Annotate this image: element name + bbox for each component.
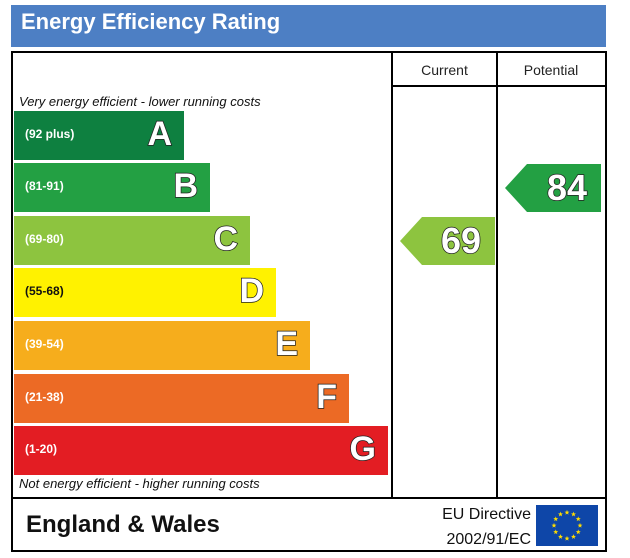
eu-star-icon bbox=[564, 509, 570, 515]
eu-star-icon bbox=[551, 522, 557, 528]
potential-arrow-shape bbox=[505, 164, 601, 212]
band-d: (55-68) D bbox=[14, 268, 276, 317]
band-letter: B bbox=[173, 166, 199, 206]
current-rating-arrow: 69 bbox=[400, 217, 495, 265]
eu-star-icon bbox=[558, 511, 563, 517]
column-current-header: Current bbox=[421, 62, 468, 78]
band-letter: D bbox=[239, 271, 265, 311]
eu-star-icon bbox=[564, 535, 570, 541]
potential-rating-arrow: 84 bbox=[505, 164, 601, 212]
band-letter: G bbox=[349, 429, 377, 469]
band-range-label: (1-20) bbox=[25, 442, 58, 456]
eu-star-icon bbox=[553, 516, 559, 522]
eu-star-icon bbox=[553, 529, 559, 535]
band-range-label: (55-68) bbox=[25, 284, 64, 298]
eu-star-icon bbox=[571, 534, 576, 539]
divider-current bbox=[391, 51, 393, 499]
band-letter: C bbox=[213, 219, 239, 259]
band-b: (81-91) B bbox=[14, 163, 210, 212]
band-g: (1-20) G bbox=[14, 426, 388, 475]
title-bar bbox=[11, 5, 606, 47]
band-range-label: (21-38) bbox=[25, 390, 64, 404]
band-letter: F bbox=[315, 377, 337, 417]
note-inefficient: Not energy efficient - higher running co… bbox=[19, 476, 260, 491]
eu-stars bbox=[551, 509, 583, 541]
directive-line-1: EU Directive bbox=[442, 506, 531, 523]
header-divider bbox=[391, 85, 605, 87]
eu-star-icon bbox=[577, 522, 583, 528]
eu-star-icon bbox=[575, 529, 581, 535]
column-potential-header: Potential bbox=[523, 62, 579, 78]
band-letter: A bbox=[147, 114, 173, 154]
band-range-label: (92 plus) bbox=[25, 127, 75, 141]
eu-star-icon bbox=[575, 516, 581, 522]
band-a: (92 plus) A bbox=[14, 111, 184, 160]
band-c: (69-80) C bbox=[14, 216, 250, 265]
band-e: (39-54) E bbox=[14, 321, 310, 370]
divider-potential bbox=[496, 51, 498, 499]
eu-flag-icon bbox=[536, 505, 598, 546]
current-arrow-shape bbox=[400, 217, 495, 265]
band-range-label: (39-54) bbox=[25, 337, 64, 351]
band-f: (21-38) F bbox=[14, 374, 349, 423]
directive-line-2: 2002/91/EC bbox=[446, 531, 531, 548]
potential-rating-value: 84 bbox=[546, 166, 588, 209]
eu-star-icon bbox=[558, 534, 563, 539]
country-label: England & Wales bbox=[26, 511, 220, 538]
band-range-label: (81-91) bbox=[25, 179, 64, 193]
band-range-label: (69-80) bbox=[25, 232, 64, 246]
page-title: Energy Efficiency Rating bbox=[21, 9, 281, 34]
footer-frame bbox=[11, 497, 607, 552]
band-letter: E bbox=[275, 324, 299, 364]
current-rating-value: 69 bbox=[440, 219, 482, 262]
eu-star-icon bbox=[571, 511, 576, 517]
note-efficient: Very energy efficient - lower running co… bbox=[19, 94, 261, 109]
